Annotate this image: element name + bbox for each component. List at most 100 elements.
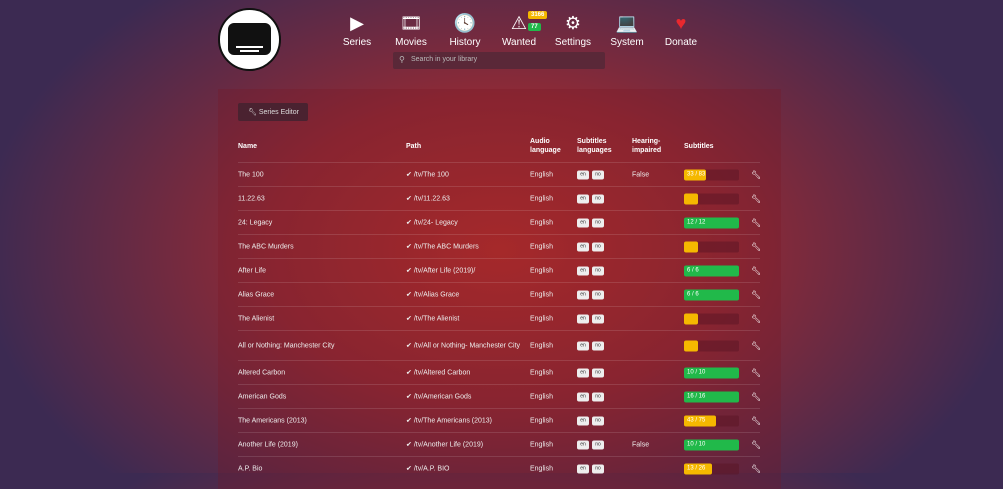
series-name-link[interactable]: Another Life (2019): [238, 441, 298, 448]
wrench-edit-icon[interactable]: 🔧︎: [751, 392, 762, 401]
wrench-edit-icon[interactable]: 🔧︎: [751, 368, 762, 377]
audio-language: English: [530, 195, 553, 202]
progress-fill: 10 / 10: [684, 439, 739, 450]
series-editor-button[interactable]: 🔧︎ Series Editor: [238, 103, 308, 121]
subtitles-progress-bar: 10 / 10: [684, 367, 739, 378]
header-subtitle-languages[interactable]: Subtitles languages: [577, 138, 612, 154]
language-badge: en: [577, 314, 589, 323]
language-badge: no: [592, 314, 604, 323]
table-row: The ABC Murders ✔ /tv/The ABC Murders En…: [238, 234, 762, 258]
series-name-link[interactable]: The ABC Murders: [238, 243, 294, 250]
series-name-link[interactable]: The 100: [238, 171, 264, 178]
nav-item-settings[interactable]: ⚙ Settings: [546, 12, 600, 48]
main-nav: ▶ Series 🎞 Movies 🕓 History ⚠ Wanted 3166 77 ⚙ Sett…: [330, 11, 708, 48]
wrench-edit-icon[interactable]: 🔧︎: [751, 440, 762, 449]
series-name-link[interactable]: 24: Legacy: [238, 219, 273, 226]
nav-item-donate[interactable]: ♥ Donate: [654, 12, 708, 48]
header-hearing-impaired[interactable]: Hearing-impaired: [632, 138, 662, 154]
nav-item-movies[interactable]: 🎞 Movies: [384, 12, 438, 48]
language-badge: en: [577, 416, 589, 425]
check-icon: ✔: [406, 291, 414, 298]
subtitles-progress-bar: [684, 313, 739, 324]
wrench-edit-icon[interactable]: 🔧︎: [751, 194, 762, 203]
progress-fill: 6 / 6: [684, 265, 739, 276]
audio-language: English: [530, 393, 553, 400]
progress-fill: [684, 241, 698, 252]
table-row: 11.22.63 ✔ /tv/11.22.63 English en no 🔧︎: [238, 186, 762, 210]
check-icon: ✔: [406, 315, 414, 322]
nav-label: System: [610, 37, 644, 48]
nav-label: Wanted: [501, 37, 537, 48]
series-name-link[interactable]: Alias Grace: [238, 291, 275, 298]
nav-item-system[interactable]: 💻 System: [600, 12, 654, 48]
wrench-edit-icon[interactable]: 🔧︎: [751, 170, 762, 179]
wrench-edit-icon[interactable]: 🔧︎: [751, 266, 762, 275]
hearing-impaired-value: False: [632, 171, 650, 178]
progress-fill: 12 / 12: [684, 217, 739, 228]
language-badge: en: [577, 464, 589, 473]
progress-fill: 33 / 83: [684, 169, 706, 180]
table-row: The Alienist ✔ /tv/The Alienist English …: [238, 306, 762, 330]
audio-language: English: [530, 315, 553, 322]
header-path[interactable]: Path: [406, 143, 422, 150]
wrench-edit-icon[interactable]: 🔧︎: [751, 242, 762, 251]
series-name-link[interactable]: American Gods: [238, 393, 287, 400]
check-icon: ✔: [406, 369, 414, 376]
nav-label: Movies: [395, 37, 427, 48]
language-badge: no: [592, 440, 604, 449]
language-badge: en: [577, 170, 589, 179]
progress-fill: [684, 193, 698, 204]
series-name-link[interactable]: After Life: [238, 267, 267, 274]
language-badge: no: [592, 242, 604, 251]
clock-icon: 🕓: [453, 13, 477, 33]
search-input[interactable]: ⚲ Search in your library: [393, 52, 605, 69]
film-icon: 🎞: [399, 13, 423, 33]
check-icon: ✔: [406, 393, 414, 400]
language-badge: en: [577, 194, 589, 203]
wrench-edit-icon[interactable]: 🔧︎: [751, 341, 762, 350]
nav-item-history[interactable]: 🕓 History: [438, 12, 492, 48]
language-badge: en: [577, 368, 589, 377]
wrench-edit-icon[interactable]: 🔧︎: [751, 464, 762, 473]
audio-language: English: [530, 465, 553, 472]
series-name-link[interactable]: Altered Carbon: [238, 369, 286, 376]
progress-fill: 13 / 26: [684, 463, 712, 474]
series-name-link[interactable]: The Alienist: [238, 315, 275, 322]
series-name-link[interactable]: 11.22.63: [238, 195, 265, 202]
nav-label: Series: [342, 37, 372, 48]
language-badge: en: [577, 341, 589, 350]
audio-language: English: [530, 417, 553, 424]
wrench-edit-icon[interactable]: 🔧︎: [751, 218, 762, 227]
series-name-link[interactable]: The Americans (2013): [238, 417, 307, 424]
gears-icon: ⚙: [564, 13, 582, 33]
nav-item-wanted[interactable]: ⚠ Wanted 3166 77: [492, 11, 548, 48]
language-badge: no: [592, 341, 604, 350]
header-subtitles[interactable]: Subtitles: [684, 143, 714, 150]
subtitles-progress-bar: 13 / 26: [684, 463, 739, 474]
series-path: /tv/The Alienist: [413, 315, 460, 322]
language-badge: en: [577, 242, 589, 251]
header-name[interactable]: Name: [238, 143, 258, 150]
check-icon: ✔: [406, 441, 414, 448]
series-panel: 🔧︎ Series Editor Name Path Audio languag…: [218, 89, 781, 489]
wrench-edit-icon[interactable]: 🔧︎: [751, 314, 762, 323]
nav-item-series[interactable]: ▶ Series: [330, 12, 384, 48]
language-badge: en: [577, 266, 589, 275]
wrench-edit-icon[interactable]: 🔧︎: [751, 290, 762, 299]
nav-label: History: [449, 37, 481, 48]
wrench-edit-icon[interactable]: 🔧︎: [751, 416, 762, 425]
table-row: After Life ✔ /tv/After Life (2019)/ Engl…: [238, 258, 762, 282]
series-name-link[interactable]: A.P. Bio: [238, 465, 263, 472]
heart-icon: ♥: [675, 13, 687, 33]
app-logo[interactable]: [218, 8, 281, 71]
language-badge: no: [592, 290, 604, 299]
series-name-link[interactable]: All or Nothing: Manchester City: [238, 342, 335, 349]
header-audio[interactable]: Audio language: [530, 138, 561, 154]
check-icon: ✔: [406, 195, 414, 202]
subtitles-progress-bar: 10 / 10: [684, 439, 739, 450]
check-icon: ✔: [406, 219, 414, 226]
table-row: A.P. Bio ✔ /tv/A.P. BIO English en no 13 …: [238, 456, 762, 480]
language-badge: en: [577, 440, 589, 449]
series-path: /tv/Alias Grace: [413, 291, 460, 298]
play-icon: ▶: [350, 13, 364, 33]
